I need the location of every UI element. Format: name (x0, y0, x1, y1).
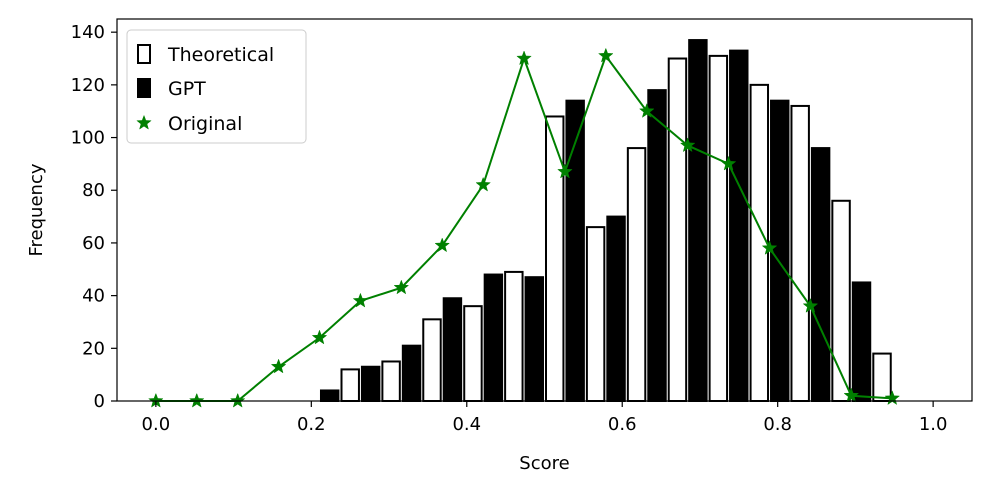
theoretical-bar (463, 305, 483, 403)
original-point (598, 47, 614, 63)
original-point (434, 237, 451, 253)
original-point (188, 392, 205, 408)
original-point (311, 329, 328, 345)
gpt-bar (851, 281, 872, 402)
theoretical-bar (585, 226, 606, 402)
original-point (638, 102, 655, 118)
original-point (393, 279, 410, 295)
legend-swatch-theoretical (137, 44, 151, 64)
original-point (352, 292, 369, 308)
legend: Theoretical GPT Original (126, 29, 307, 144)
original-point (802, 297, 819, 313)
legend-swatch-original (136, 114, 152, 130)
x-tick-label: 0.2 (297, 414, 326, 435)
y-tick-label: 40 (82, 286, 105, 307)
theoretical-bar (422, 318, 442, 402)
y-tick-label: 120 (71, 75, 105, 96)
x-tick-label: 1.0 (919, 414, 948, 435)
gpt-bar (360, 365, 381, 402)
gpt-bar (524, 276, 545, 403)
gpt-bar (483, 273, 504, 402)
plot-frame (116, 18, 973, 402)
y-tick-label: 60 (82, 233, 105, 254)
gpt-bar (401, 344, 422, 403)
theoretical-bar (708, 54, 729, 403)
gpt-bar (647, 89, 667, 402)
x-axis: 0.0 0.2 0.4 0.6 0.8 1.0 (142, 401, 948, 435)
theoretical-bar (872, 352, 892, 403)
theoretical-bar (340, 368, 360, 402)
original-point (270, 358, 287, 374)
x-tick-label: 0.0 (142, 414, 171, 435)
gpt-bar (606, 215, 626, 402)
y-tick-label: 100 (71, 128, 105, 149)
legend-label: Original (168, 113, 242, 135)
y-tick-label: 140 (71, 22, 105, 43)
gpt-bar (810, 147, 831, 402)
y-tick-label: 0 (94, 391, 105, 412)
original-point (557, 163, 573, 179)
y-axis: 0 20 40 60 80 100 120 140 (71, 22, 117, 412)
gpt-bar (729, 49, 749, 402)
original-point (679, 137, 696, 153)
legend-label: GPT (168, 78, 206, 100)
original-point (475, 176, 491, 192)
theoretical-bar (749, 83, 770, 403)
theoretical-bar (504, 270, 524, 402)
original-point (720, 155, 737, 171)
original-point (229, 392, 246, 408)
x-tick-label: 0.6 (608, 414, 637, 435)
y-tick-label: 20 (82, 338, 105, 359)
x-tick-label: 0.8 (763, 414, 792, 435)
gpt-bar (442, 297, 463, 402)
theoretical-bar (381, 360, 401, 402)
gpt-bar (319, 389, 340, 402)
bars-layer (319, 39, 892, 403)
gpt-bar (770, 99, 790, 402)
legend-label: Theoretical (167, 44, 274, 66)
original-point (843, 387, 860, 403)
theoretical-bar (667, 57, 688, 402)
original-point (516, 50, 532, 66)
y-tick-label: 80 (82, 180, 105, 201)
original-line-layer (148, 47, 901, 408)
theoretical-bar (626, 147, 647, 402)
y-axis-label: Frequency (26, 163, 47, 256)
gpt-bar (688, 39, 708, 402)
x-tick-label: 0.4 (452, 414, 481, 435)
original-point (761, 239, 778, 255)
legend-box (126, 29, 307, 144)
legend-swatch-gpt (137, 78, 151, 98)
x-axis-label: Score (519, 453, 569, 474)
theoretical-bar (790, 104, 810, 402)
